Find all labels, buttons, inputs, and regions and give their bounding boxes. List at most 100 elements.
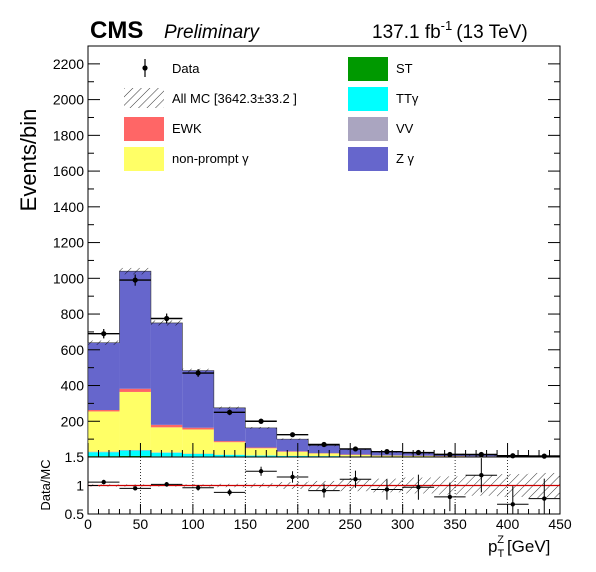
bar-VV-bin-0 [88, 451, 120, 453]
data-point-13 [510, 453, 516, 459]
ratio-point-13 [510, 502, 515, 507]
mc-unc-bin-1 [119, 267, 151, 275]
legend-marker-0 [142, 65, 148, 71]
mc-unc-bin-5 [245, 426, 277, 429]
x-tick-label-400: 400 [496, 516, 520, 532]
ratio-point-4 [227, 490, 232, 495]
legend-swatch-2 [124, 88, 164, 108]
data-point-7 [321, 441, 327, 448]
x-axis-label-main: p [488, 537, 497, 556]
ratio-y-ticks: 0.5 1 1.5 [65, 449, 98, 522]
y-tick-label-2200: 2200 [53, 56, 84, 72]
data-point-12 [478, 451, 484, 458]
ratio-point-7 [321, 488, 327, 493]
y-tick-label-800: 800 [61, 306, 85, 322]
data-point-8 [352, 446, 359, 452]
bar-EWK-bin-6 [276, 451, 309, 452]
y-tick-label-200: 200 [61, 413, 85, 429]
bar-TTg-bin-4 [213, 454, 246, 457]
bar-TTg-bin-5 [245, 455, 277, 457]
bar-nonprompt-bin-2 [150, 427, 183, 453]
bar-Zg-bin-8 [339, 449, 372, 455]
mc-unc-bin-4 [213, 406, 246, 410]
bar-TTg-bin-2 [150, 452, 183, 457]
bar-nonprompt-bin-7 [308, 453, 340, 457]
bar-nonprompt-bin-9 [371, 455, 403, 457]
x-axis-label-sub: T [497, 548, 504, 560]
legend-swatch-1 [348, 57, 388, 81]
bar-nonprompt-bin-1 [119, 391, 151, 451]
legend-swatch-4 [124, 117, 164, 141]
bar-nonprompt-bin-4 [213, 442, 246, 455]
energy-label: (13 TeV) [456, 22, 527, 43]
bar-Zg-bin-1 [119, 271, 151, 389]
bar-nonprompt-bin-0 [88, 411, 120, 452]
ratio-point-9 [384, 487, 390, 492]
ratio-point-8 [353, 477, 358, 482]
bar-EWK-bin-0 [88, 410, 120, 412]
preliminary-label: Preliminary [164, 22, 261, 43]
ratio-y-tick-label-1.5: 1.5 [65, 449, 85, 465]
x-axis-label-unit: [GeV] [507, 537, 550, 556]
bar-TTg-bin-7 [308, 456, 340, 457]
data-point-5 [258, 418, 264, 424]
legend-swatch-6 [124, 147, 164, 171]
x-tick-label-100: 100 [181, 516, 205, 532]
y-tick-label-1800: 1800 [53, 127, 84, 143]
ratio-point-3 [195, 485, 201, 490]
y-tick-label-600: 600 [61, 342, 85, 358]
bar-nonprompt-bin-10 [402, 455, 435, 457]
ratio-y-label: Data/MC [38, 459, 53, 510]
bar-TTg-bin-6 [276, 455, 309, 457]
ratio-point-11 [447, 494, 453, 500]
ratio-point-5 [258, 469, 264, 474]
mc-unc-bin-6 [276, 438, 309, 440]
bar-EWK-bin-3 [182, 427, 214, 430]
stack-layer [87, 270, 561, 457]
bar-Zg-bin-2 [150, 322, 183, 425]
bar-VV-bin-1 [119, 450, 151, 451]
y-tick-label-1200: 1200 [53, 235, 84, 251]
ratio-panel: 0.5 1 1.5 0 50 100 150 200 250 300 350 400 450 [65, 443, 572, 532]
bar-EWK-bin-5 [245, 447, 277, 449]
y-tick-label-2000: 2000 [53, 92, 84, 108]
x-axis-label-sup: Z [497, 534, 504, 546]
legend-label-5: VV [396, 121, 414, 136]
x-tick-label-350: 350 [443, 516, 467, 532]
bar-EWK-bin-4 [213, 441, 246, 443]
ratio-point-10 [416, 485, 421, 490]
y-tick-label-400: 400 [61, 378, 85, 394]
bar-Zg-bin-0 [88, 342, 120, 411]
legend-label-7: Z γ [396, 151, 415, 166]
lumi-value: 137.1 fb-1 (13 TeV) [372, 18, 528, 43]
legend: Data ST All MC [3642.3±33.2 ] TTγ EWK VV non-p… [124, 57, 419, 171]
ratio-grid [88, 456, 560, 515]
data-point-4 [227, 409, 233, 415]
ratio-point-12 [479, 473, 484, 478]
y-tick-label-1600: 1600 [53, 163, 84, 179]
legend-label-3: TTγ [396, 91, 419, 106]
bar-Zg-bin-7 [308, 445, 340, 454]
data-point-3 [195, 370, 201, 376]
bar-Zg-bin-3 [182, 370, 214, 428]
data-point-9 [384, 449, 390, 455]
bar-TTg-bin-1 [119, 450, 151, 456]
bar-nonprompt-bin-5 [245, 448, 277, 456]
data-point-6 [289, 432, 296, 438]
legend-swatch-7 [348, 147, 388, 171]
lumi-number: 137.1 fb [372, 22, 441, 43]
y-tick-label-1000: 1000 [53, 270, 84, 286]
cms-label: CMS [90, 17, 143, 44]
legend-label-6: non-prompt γ [172, 151, 249, 166]
ratio-y-tick-label-1: 1 [76, 478, 84, 494]
x-tick-label-300: 300 [391, 516, 415, 532]
ratio-y-tick-label-0.5: 0.5 [65, 506, 85, 522]
ratio-point-0 [101, 479, 106, 485]
x-tick-label-150: 150 [234, 516, 258, 532]
legend-label-1: ST [396, 61, 413, 76]
bar-nonprompt-bin-3 [182, 429, 214, 454]
bar-nonprompt-bin-6 [276, 451, 309, 456]
lumi-exponent: -1 [441, 18, 453, 33]
data-point-0 [101, 331, 107, 337]
x-tick-label-0: 0 [84, 516, 92, 532]
